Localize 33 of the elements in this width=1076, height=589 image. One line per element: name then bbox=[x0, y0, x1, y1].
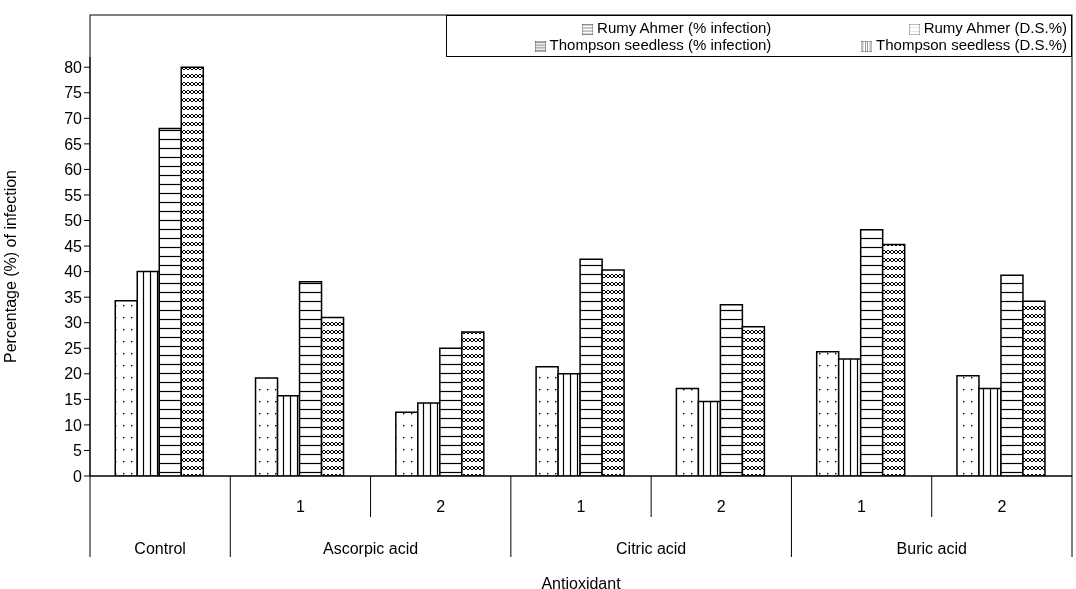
y-tick-label: 60 bbox=[64, 161, 83, 179]
legend-label: Thompson seedless (% infection) bbox=[549, 36, 772, 53]
y-tick-label: 45 bbox=[64, 237, 83, 255]
text: Control bbox=[134, 540, 186, 557]
y-tick-label: 25 bbox=[64, 339, 83, 357]
y-tick-label: 70 bbox=[64, 110, 83, 127]
x-axis-title: Antioxidant bbox=[541, 575, 622, 589]
text: Ascorpic acid bbox=[322, 540, 419, 557]
x-tick-label: 1 bbox=[295, 498, 305, 515]
legend-label: Thompson seedless (D.S.%) bbox=[876, 36, 1067, 53]
y-tick-label: 80 bbox=[64, 58, 83, 76]
y-tick-label: 15 bbox=[64, 391, 83, 409]
x-tick-label: 1 bbox=[576, 498, 586, 515]
y-tick-label: 5 bbox=[73, 442, 83, 460]
legend-label: Rumy Ahmer (% infection) bbox=[597, 19, 772, 36]
x-tick-label: 2 bbox=[997, 498, 1007, 515]
legend-label: Rumy Ahmer (D.S.%) bbox=[923, 19, 1067, 36]
y-tick-label: 35 bbox=[64, 288, 83, 306]
y-tick-label: 55 bbox=[64, 186, 83, 204]
text: Buric acid bbox=[896, 540, 967, 557]
y-tick-label: 40 bbox=[64, 263, 83, 281]
text: Citric acid bbox=[616, 540, 687, 557]
x-tick-label: 1 bbox=[857, 498, 867, 515]
y-axis-title: Percentage (%) of infection bbox=[1, 170, 19, 363]
y-tick-label: 10 bbox=[64, 416, 83, 434]
x-tick-label: 2 bbox=[716, 498, 726, 515]
y-tick-label: 75 bbox=[64, 84, 83, 102]
y-tick-label: 50 bbox=[64, 212, 83, 230]
x-tick-label: 2 bbox=[436, 498, 446, 515]
y-tick-label: 30 bbox=[64, 314, 83, 332]
y-tick-label: 65 bbox=[64, 135, 83, 153]
y-tick-label: 20 bbox=[64, 365, 83, 383]
y-tick-label: 0 bbox=[73, 467, 83, 485]
